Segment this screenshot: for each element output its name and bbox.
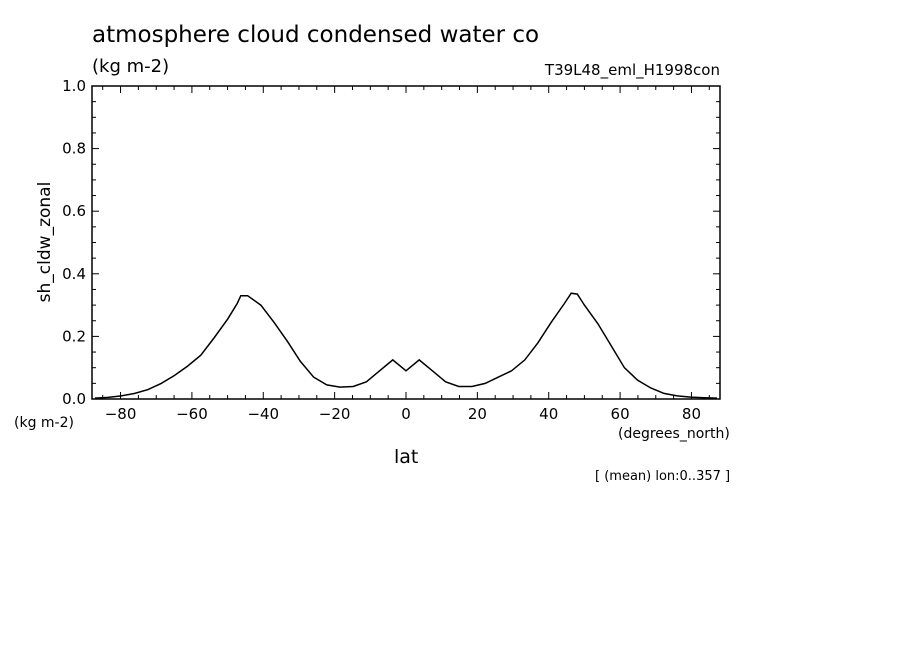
x-tick-label: −20 — [319, 405, 351, 423]
series-line — [94, 292, 718, 399]
y-tick-label: 0.6 — [62, 202, 86, 220]
x-tick-label: 0 — [401, 405, 411, 423]
run-label: T39L48_eml_H1998con — [544, 61, 720, 79]
x-tick-label: 80 — [682, 405, 701, 423]
x-tick-label: −60 — [176, 405, 208, 423]
x-tick-label: 40 — [539, 405, 558, 423]
y-tick-label: 1.0 — [62, 77, 86, 95]
units-label: (kg m-2) — [92, 56, 170, 77]
x-tick-label: 60 — [611, 405, 630, 423]
x-tick-label: −80 — [105, 405, 137, 423]
tick-labels: −80 −60 −40 −20 0 20 40 60 80 0.0 0.2 0.4 0.6 0.8 1.0 — [62, 77, 701, 423]
y-tick-label: 0.0 — [62, 390, 86, 408]
footnote: [ (mean) lon:0..357 ] — [595, 469, 731, 484]
x-units-label: (degrees_north) — [618, 426, 730, 442]
x-axis-title: lat — [394, 446, 419, 468]
x-tick-label: 20 — [468, 405, 487, 423]
y-tick-label: 0.4 — [62, 265, 86, 283]
y-units-label: (kg m-2) — [14, 415, 74, 431]
y-tick-label: 0.8 — [62, 140, 86, 158]
y-tick-label: 0.2 — [62, 327, 86, 345]
axis-ticks — [92, 85, 720, 400]
x-tick-label: −40 — [247, 405, 279, 423]
chart-title: atmosphere cloud condensed water co — [92, 22, 540, 48]
plot-frame — [91, 85, 721, 400]
